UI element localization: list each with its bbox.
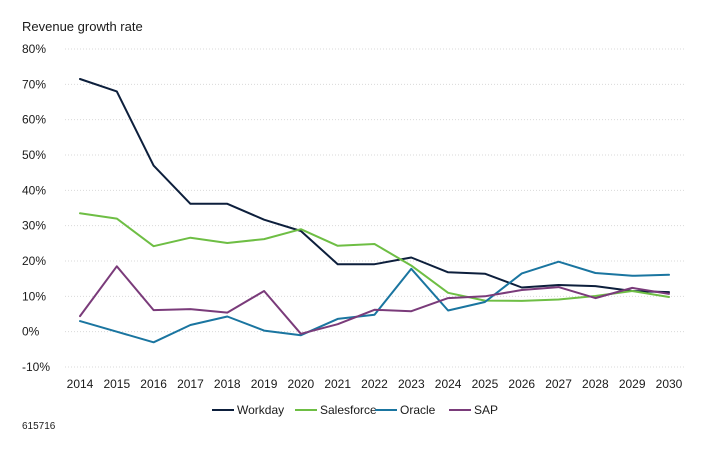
x-tick-label: 2026 [508, 377, 535, 391]
x-tick-label: 2025 [472, 377, 499, 391]
x-tick-label: 2024 [435, 377, 462, 391]
x-tick-label: 2028 [582, 377, 609, 391]
legend-label-oracle: Oracle [400, 403, 436, 417]
x-tick-label: 2020 [288, 377, 315, 391]
gridlines [65, 48, 685, 368]
y-tick-label: -10% [22, 360, 50, 374]
y-tick-label: 60% [22, 113, 46, 127]
x-tick-label: 2016 [140, 377, 167, 391]
series-lines [79, 78, 670, 344]
y-tick-label: 80% [22, 42, 46, 56]
legend: Workday Salesforce Oracle SAP [212, 403, 498, 417]
x-tick-label: 2019 [251, 377, 278, 391]
x-tick-label: 2017 [177, 377, 204, 391]
x-tick-label: 2023 [398, 377, 425, 391]
y-tick-label: 30% [22, 219, 46, 233]
x-tick-label: 2022 [361, 377, 388, 391]
y-tick-label: 70% [22, 77, 46, 91]
y-tick-label: 40% [22, 183, 46, 197]
x-tick-label: 2015 [103, 377, 130, 391]
series-line-workday [79, 78, 670, 294]
y-tick-labels: -10% 0% 10% 20% 30% 40% 50% 60% 70% 80% [22, 42, 50, 374]
x-tick-labels: 2014 2015 2016 2017 2018 2019 2020 2021 2022 2023… [67, 377, 683, 391]
legend-label-workday: Workday [237, 403, 284, 417]
legend-label-salesforce: Salesforce [320, 403, 377, 417]
x-tick-label: 2018 [214, 377, 241, 391]
legend-label-sap: SAP [474, 403, 498, 417]
y-tick-label: 0% [22, 325, 40, 339]
footnote: 615716 [22, 421, 56, 432]
x-tick-label: 2027 [545, 377, 572, 391]
x-tick-label: 2029 [619, 377, 646, 391]
y-tick-label: 10% [22, 289, 46, 303]
series-line-salesforce [79, 212, 670, 302]
y-axis-title: Revenue growth rate [22, 19, 143, 34]
y-tick-label: 20% [22, 254, 46, 268]
y-tick-label: 50% [22, 148, 46, 162]
x-tick-label: 2021 [324, 377, 351, 391]
x-tick-label: 2014 [67, 377, 94, 391]
x-tick-label: 2030 [656, 377, 683, 391]
series-line-oracle [79, 260, 670, 344]
series-line-sap [79, 265, 670, 335]
